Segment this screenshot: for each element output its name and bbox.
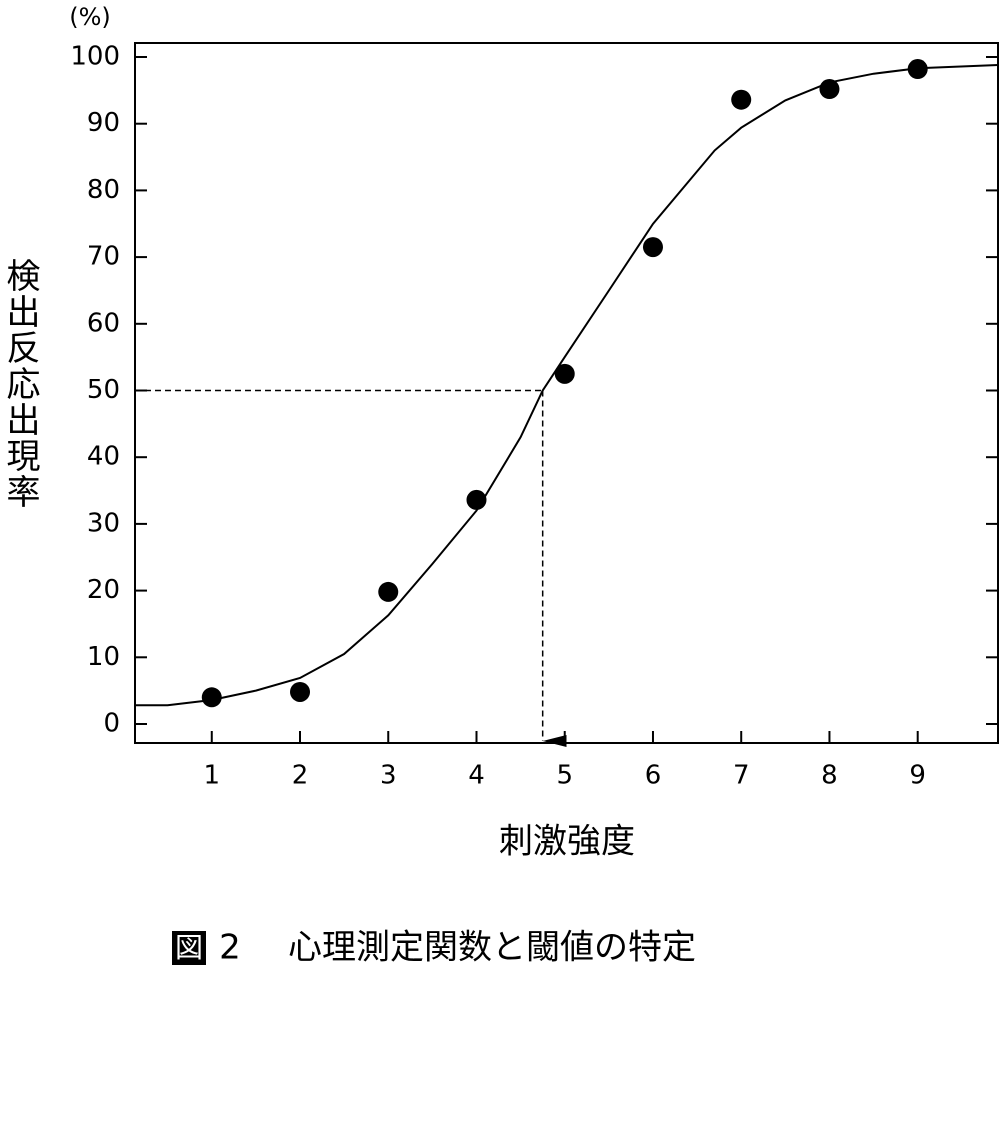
data-point [201, 687, 222, 708]
plot-frame [134, 42, 999, 744]
x-axis-label: 刺激強度 [499, 822, 635, 862]
y-tick-label: 90 [87, 108, 120, 138]
data-point [466, 489, 487, 510]
x-tick-label: 3 [380, 761, 397, 791]
y-tick-label: 70 [87, 242, 120, 272]
y-tick-label: 0 [103, 708, 120, 738]
x-tick-label: 4 [468, 761, 485, 791]
x-tick-label: 5 [556, 761, 573, 791]
data-point [378, 581, 399, 602]
caption-label: 図 [175, 931, 203, 964]
y-tick-label: 60 [87, 308, 120, 338]
x-tick-label: 9 [909, 761, 926, 791]
data-point [642, 237, 663, 258]
x-tick-label: 1 [203, 761, 220, 791]
y-tick-label: 10 [87, 642, 120, 672]
data-point [290, 681, 311, 702]
caption-text: 心理測定関数と閾値の特定 [288, 928, 696, 968]
y-tick-label: 40 [87, 442, 120, 472]
x-tick-label: 6 [645, 761, 662, 791]
caption-box [172, 931, 206, 965]
y-tick-label: 100 [70, 42, 120, 72]
y-tick-label: 50 [87, 375, 120, 405]
y-tick-label: 30 [87, 508, 120, 538]
data-point [731, 89, 752, 110]
y-axis-label: 検出反応出現率 [0, 258, 40, 510]
caption-number: 2 [219, 928, 241, 968]
y-tick-label: 80 [87, 175, 120, 205]
fit-curve [135, 64, 999, 707]
y-unit: (%) [69, 3, 111, 31]
data-point [554, 363, 575, 384]
x-tick-label: 7 [733, 761, 750, 791]
y-tick-label: 20 [87, 575, 120, 605]
x-tick-label: 8 [821, 761, 838, 791]
x-tick-label: 2 [292, 761, 309, 791]
